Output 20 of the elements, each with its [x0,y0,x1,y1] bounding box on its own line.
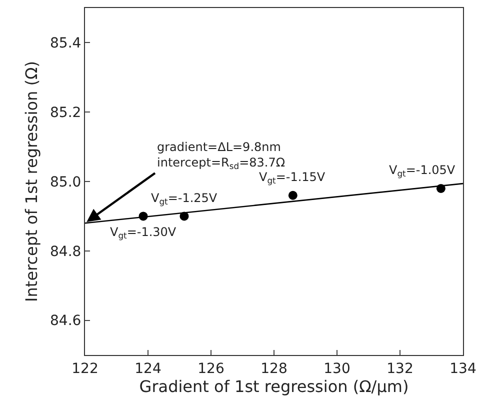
x-tick-label: 132 [386,360,414,377]
y-tick-label: 85.2 [50,105,82,121]
x-tick-label: 122 [72,360,98,377]
point [288,190,298,200]
x-tick-label: 128 [260,360,288,377]
annotation: V$_{gt}$=-1.05V [389,163,456,179]
x-tick-label: 134 [450,360,476,377]
y-tick-label: 84.6 [50,313,82,330]
x-tick-label: 130 [324,360,350,377]
x-tick-label: 126 [198,360,224,377]
annotation: V$_{gt}$=-1.15V [259,170,326,186]
annotation: V$_{gt}$=-1.25V [151,191,218,207]
y-tick-label: 85.0 [50,174,82,190]
annotation: gradient=ΔL=9.8nm intercept=R$_{sd}$=83.7Ω [157,140,286,172]
y-tick-label: 85.4 [50,36,82,52]
x-tick-label: 124 [134,360,162,377]
y-tick-label: 84.8 [50,244,82,260]
y-axis-title: Intercept of 1st regression (Ω) [22,61,41,302]
x-axis-title: Gradient of 1st regression (Ω/μm) [139,376,409,396]
annotation: V$_{gt}$=-1.30V [110,225,177,241]
